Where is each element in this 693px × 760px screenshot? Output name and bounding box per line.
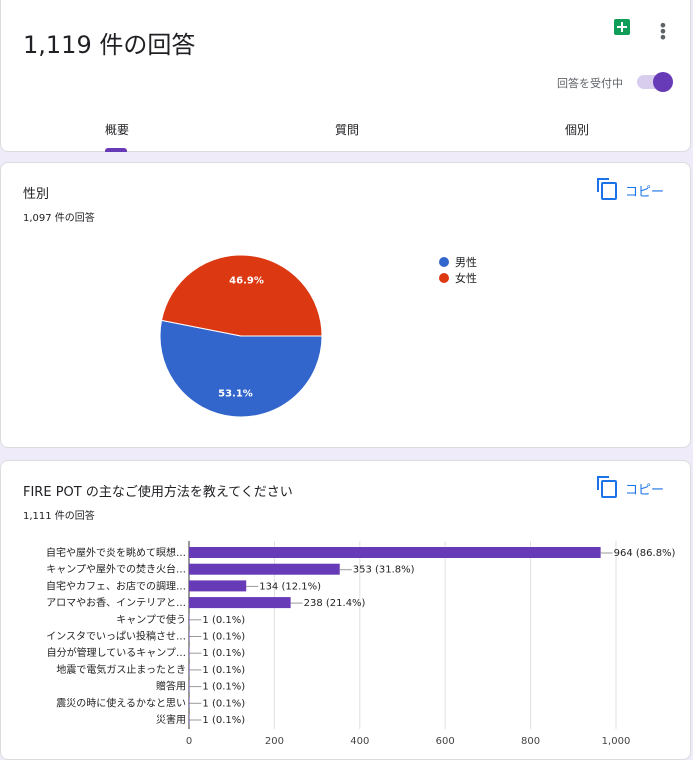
bar-value-label: 353 (31.8%) [353, 565, 415, 576]
pie-slice [160, 254, 323, 337]
x-tick-label: 1,000 [602, 736, 631, 747]
bar-value-label: 1 (0.1%) [202, 682, 245, 693]
category-label: 自宅や屋外で炎を眺めて瞑想… [46, 546, 186, 559]
bar [189, 547, 601, 558]
sheets-icon[interactable] [614, 19, 630, 35]
legend-label: 女性 [455, 272, 477, 285]
legend-item-male: 男性 [439, 254, 477, 270]
bar [189, 714, 190, 725]
bar [189, 630, 190, 642]
pie-slice [159, 319, 323, 418]
category-label: 贈答用 [156, 680, 186, 693]
legend-dot [439, 257, 449, 267]
copy-button[interactable]: コピー [597, 475, 665, 498]
bar [189, 563, 340, 575]
category-label: アロマやお香、インテリアと… [46, 597, 186, 609]
more-vert-icon[interactable]: • • • [658, 16, 668, 47]
tab-individual[interactable]: 個別 [565, 123, 590, 137]
summary-header-card: 1,119 件の回答 • • • 回答を受付中 概要 質問 個別 [0, 0, 691, 152]
bar-value-label: 238 (21.4%) [304, 598, 366, 609]
category-label: 地震で電気ガス止まったとき [56, 663, 186, 676]
pie-slice-label: 53.1% [218, 388, 253, 399]
bar [189, 697, 190, 709]
x-tick-label: 600 [436, 736, 455, 747]
legend-dot [439, 273, 449, 283]
tab-questions[interactable]: 質問 [335, 123, 360, 137]
copy-label: コピー [625, 185, 665, 200]
copy-button[interactable]: コピー [597, 177, 665, 200]
accepting-responses-label: 回答を受付中 [557, 77, 623, 90]
bar [189, 647, 190, 659]
x-tick-label: 200 [265, 736, 284, 747]
bar-value-label: 1 (0.1%) [202, 698, 245, 709]
pie-slice-label: 46.9% [229, 276, 264, 287]
question-title: FIRE POT の主なご使用方法を教えてください [23, 485, 293, 500]
legend-item-female: 女性 [439, 270, 477, 286]
accepting-responses-toggle[interactable] [637, 72, 673, 92]
bar-value-label: 1 (0.1%) [202, 665, 245, 676]
bar [189, 680, 190, 692]
bar-value-label: 1 (0.1%) [202, 632, 245, 643]
gender-card: 性別 1,097 件の回答 コピー 53.1% 46.9% 男性 女性 [0, 162, 691, 448]
response-count: 1,111 件の回答 [23, 511, 95, 522]
active-tab-indicator [105, 148, 127, 152]
bar-chart: 0 200 400 600 800 1,000 自宅や屋外で炎を眺めて瞑想… 964 (86.… [46, 541, 676, 747]
bar-value-label: 1 (0.1%) [202, 715, 245, 726]
bar-value-label: 1 (0.1%) [202, 615, 245, 626]
bar [189, 597, 291, 609]
legend-label: 男性 [455, 256, 477, 269]
bar [189, 613, 190, 625]
copy-icon [597, 177, 617, 200]
response-count-title: 1,119 件の回答 [23, 31, 196, 59]
x-tick-label: 0 [186, 736, 192, 747]
category-label: 災害用 [156, 713, 186, 726]
category-label: キャンプや屋外での焚き火台… [46, 563, 186, 576]
bar [189, 663, 190, 675]
category-label: インスタでいっぱい投稿させ… [46, 630, 186, 643]
category-label: 震災の時に使えるかなと思い [56, 696, 186, 709]
bar-value-label: 134 (12.1%) [259, 581, 321, 592]
bar [189, 580, 247, 592]
bar-value-label: 1 (0.1%) [202, 648, 245, 659]
response-count: 1,097 件の回答 [23, 213, 95, 224]
copy-label: コピー [625, 483, 665, 498]
question-title: 性別 [23, 187, 50, 202]
category-label: 自宅やカフェ、お店での調理… [46, 579, 186, 592]
tab-summary[interactable]: 概要 [105, 123, 130, 137]
usage-card: FIRE POT の主なご使用方法を教えてください 1,111 件の回答 コピー… [0, 460, 691, 760]
pie-chart: 53.1% 46.9% [159, 254, 323, 418]
category-label: 自分が管理しているキャンプ… [47, 646, 186, 659]
category-label: キャンプで使う [116, 613, 186, 626]
copy-icon [597, 475, 617, 498]
x-tick-label: 400 [350, 736, 369, 747]
bar-value-label: 964 (86.8%) [614, 548, 676, 559]
x-tick-label: 800 [521, 736, 540, 747]
